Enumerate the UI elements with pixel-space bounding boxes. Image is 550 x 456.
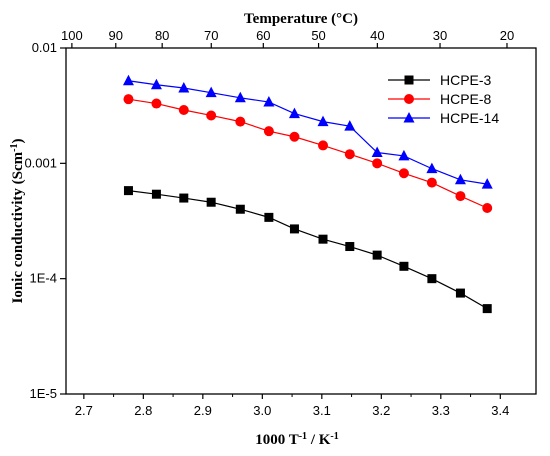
- data-point-0: [482, 304, 492, 314]
- data-point-1: [426, 177, 437, 188]
- data-point-1: [235, 116, 246, 127]
- data-point-1: [263, 126, 274, 137]
- top-tick-label: 100: [61, 28, 83, 43]
- y-axis-title-sup: -1: [9, 143, 20, 151]
- y-tick-label: 0.01: [32, 40, 57, 55]
- data-point-1: [178, 105, 189, 116]
- data-point-0: [179, 193, 189, 203]
- series-layer: [122, 74, 493, 314]
- data-point-1: [123, 94, 134, 105]
- top-tick-label: 90: [109, 28, 123, 43]
- data-point-2: [150, 78, 162, 90]
- y-tick-label: 1E-5: [30, 386, 57, 401]
- y-axis-title-main: Ionic conductivity (Scm: [10, 151, 26, 303]
- x-tick-label: 3.3: [432, 403, 450, 418]
- x-tick-label: 2.8: [134, 403, 152, 418]
- top-tick-label: 30: [433, 28, 447, 43]
- data-point-0: [123, 186, 133, 196]
- data-point-0: [235, 204, 245, 214]
- top-tick-label: 50: [311, 28, 325, 43]
- data-point-0: [264, 212, 274, 222]
- data-point-2: [426, 162, 438, 174]
- y-axis-title: Ionic conductivity (Scm-1): [9, 138, 27, 303]
- data-point-2: [371, 146, 383, 158]
- y-tick-label: 0.001: [24, 155, 57, 170]
- data-point-2: [122, 74, 134, 86]
- x-axis-title-mid: / K: [307, 432, 331, 448]
- data-point-0: [427, 274, 437, 284]
- top-axis-ticks: 100 90 80 70 60 50 40 30 20: [61, 28, 514, 48]
- x-axis-title-sup2: -1: [330, 431, 338, 442]
- data-point-2: [398, 149, 410, 161]
- top-axis-title: Temperature (°C): [244, 11, 358, 27]
- data-point-0: [151, 189, 161, 199]
- data-point-1: [455, 191, 466, 202]
- series-line-0: [128, 190, 488, 310]
- data-point-0: [455, 288, 465, 298]
- data-point-2: [344, 120, 356, 131]
- legend-marker: [404, 75, 414, 85]
- legend-label: HCPE-3: [440, 72, 492, 88]
- legend-label: HCPE-14: [440, 110, 499, 126]
- data-point-1: [318, 140, 329, 151]
- series-line-2: [128, 80, 488, 185]
- legend-marker: [404, 94, 414, 104]
- data-point-1: [372, 158, 383, 169]
- y-axis-ticks: 1E-5 1E-4 0.001 0.01: [24, 40, 66, 401]
- legend-label: HCPE-8: [440, 91, 492, 107]
- series-line-1: [128, 98, 488, 209]
- x-axis-title-sup1: -1: [299, 431, 307, 442]
- data-point-2: [288, 107, 300, 119]
- x-tick-label: 2.9: [194, 403, 212, 418]
- data-point-1: [398, 168, 409, 179]
- data-point-0: [345, 242, 355, 252]
- data-point-2: [205, 86, 217, 98]
- top-tick-label: 60: [256, 28, 270, 43]
- top-tick-label: 70: [204, 28, 218, 43]
- top-tick-label: 20: [500, 28, 514, 43]
- legend: HCPE-3 HCPE-8 HCPE-14: [388, 72, 499, 126]
- data-point-2: [178, 81, 190, 93]
- data-point-2: [317, 115, 329, 127]
- data-point-0: [318, 234, 328, 244]
- x-tick-label: 3.0: [253, 403, 271, 418]
- data-point-1: [206, 110, 217, 121]
- data-point-1: [289, 131, 300, 142]
- legend-marker: [403, 112, 415, 123]
- x-axis-title-main: 1000 T: [255, 432, 298, 448]
- data-point-2: [263, 96, 275, 107]
- data-point-0: [372, 250, 382, 260]
- data-point-2: [234, 91, 246, 103]
- data-point-0: [206, 197, 216, 207]
- data-point-1: [482, 202, 493, 213]
- data-point-2: [481, 178, 493, 189]
- data-point-0: [399, 261, 409, 271]
- x-tick-label: 3.4: [491, 403, 509, 418]
- top-tick-label: 80: [155, 28, 169, 43]
- plot-frame: [65, 47, 537, 395]
- data-point-1: [151, 98, 162, 109]
- top-tick-label: 40: [370, 28, 384, 43]
- data-point-0: [289, 224, 299, 234]
- x-tick-label: 3.2: [372, 403, 390, 418]
- data-point-2: [454, 173, 466, 185]
- x-tick-label: 3.1: [313, 403, 331, 418]
- data-point-1: [344, 149, 355, 160]
- x-axis-title: 1000 T-1 / K-1: [255, 431, 339, 449]
- y-tick-label: 1E-4: [30, 271, 57, 286]
- x-tick-label: 2.7: [75, 403, 93, 418]
- x-axis-ticks: 2.7 2.8 2.9 3.0 3.1 3.2 3.3 3.4: [75, 394, 509, 418]
- y-axis-title-end: ): [10, 138, 26, 143]
